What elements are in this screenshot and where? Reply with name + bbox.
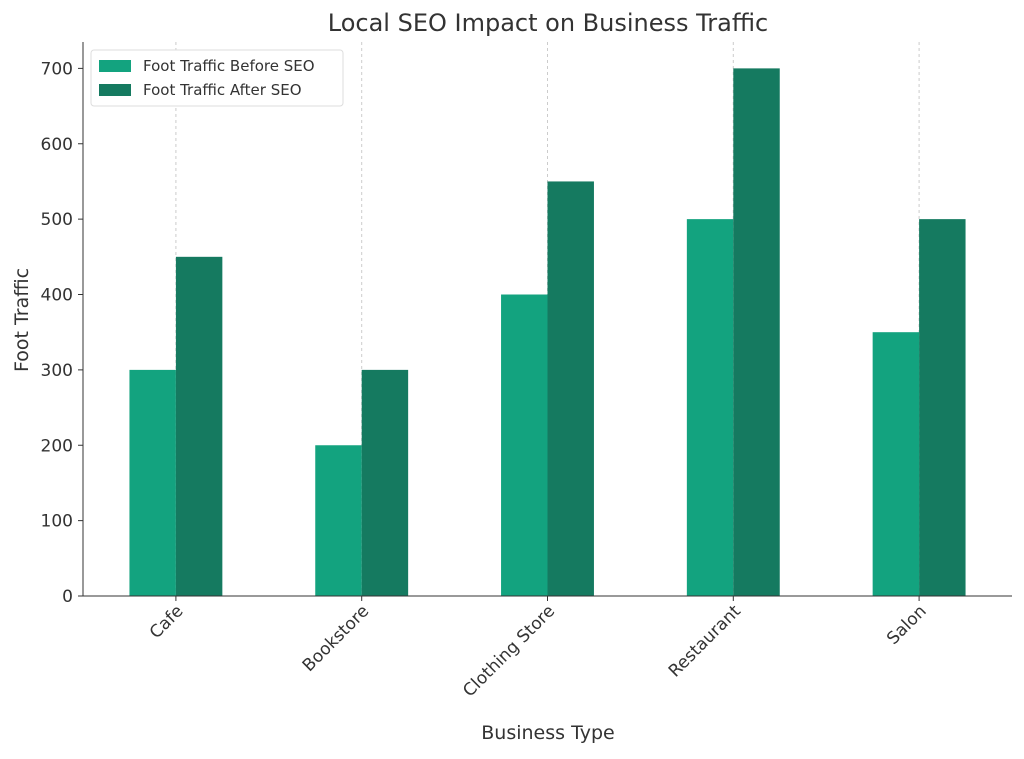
bar [872,332,920,596]
bar [547,181,594,596]
bar [129,369,176,596]
bar [315,445,362,596]
chart-title: Local SEO Impact on Business Traffic [328,9,768,37]
y-tick-label: 300 [41,361,73,381]
y-tick-label: 600 [41,135,73,155]
bar [361,369,409,596]
y-tick-label: 500 [41,210,73,230]
y-tick-label: 400 [41,286,73,306]
y-tick-label: 100 [41,512,73,532]
legend-swatch [99,60,131,72]
y-tick-label: 700 [41,59,73,79]
legend-label: Foot Traffic Before SEO [143,57,315,75]
x-tick-label: Salon [883,601,930,648]
bar [733,68,780,596]
x-tick-label: Restaurant [665,601,745,681]
legend-label: Foot Traffic After SEO [143,81,302,99]
x-axis-label: Business Type [481,722,614,744]
y-tick-label: 200 [41,436,73,456]
y-tick-label: 0 [62,587,73,607]
bar [919,219,966,596]
legend-box [90,49,344,107]
x-tick-label: Bookstore [299,601,373,675]
bar [686,219,734,596]
legend-swatch [99,84,131,96]
y-axis-label: Foot Traffic [11,268,33,372]
x-tick-label: Clothing Store [459,601,559,701]
bar [501,294,548,596]
bar [175,256,223,596]
x-tick-label: Cafe [146,601,188,643]
